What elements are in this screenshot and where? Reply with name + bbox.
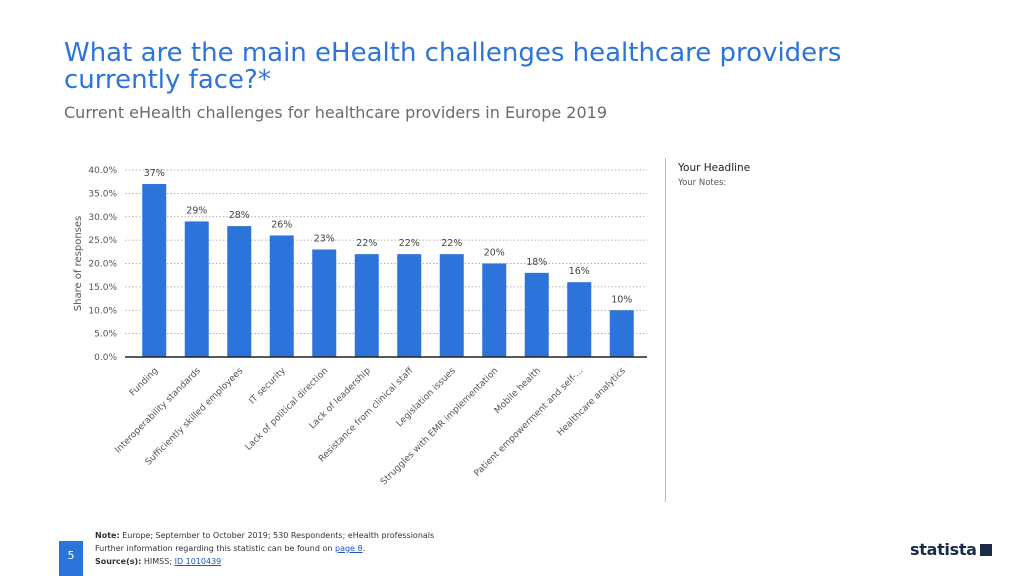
bar bbox=[184, 221, 209, 357]
bar bbox=[482, 263, 507, 357]
bar bbox=[524, 272, 549, 357]
source-text: HIMSS; bbox=[143, 557, 173, 566]
bar bbox=[439, 254, 464, 357]
y-tick-label: 40.0% bbox=[88, 166, 117, 176]
y-tick-label: 15.0% bbox=[88, 283, 117, 293]
chart-title: What are the main eHealth challenges hea… bbox=[64, 38, 842, 95]
y-tick-label: 10.0% bbox=[88, 306, 117, 316]
x-tick-label: Interoperability standards bbox=[113, 366, 203, 456]
source-id-link[interactable]: ID 1010439 bbox=[174, 557, 222, 566]
bar-value-label: 22% bbox=[441, 238, 462, 249]
y-tick-label: 30.0% bbox=[88, 213, 117, 223]
bar bbox=[354, 254, 379, 357]
note-text: Europe; September to October 2019; 530 R… bbox=[122, 531, 435, 540]
statista-logo-text: statista bbox=[910, 540, 977, 559]
further-info-text: Further information regarding this stati… bbox=[95, 544, 333, 553]
bar-value-label: 16% bbox=[569, 266, 590, 277]
chart-subtitle: Current eHealth challenges for healthcar… bbox=[64, 103, 608, 122]
bar bbox=[142, 184, 167, 357]
bar-value-label: 37% bbox=[144, 168, 165, 179]
bar-value-label: 18% bbox=[526, 257, 547, 268]
note-label: Note: bbox=[95, 531, 120, 540]
y-axis-title: Share of responses bbox=[73, 216, 84, 311]
bar-value-label: 22% bbox=[399, 238, 420, 249]
statista-logo: statista bbox=[910, 540, 992, 559]
bar-value-label: 29% bbox=[186, 205, 207, 216]
bar-value-label: 26% bbox=[271, 219, 292, 230]
y-tick-label: 0.0% bbox=[94, 353, 117, 363]
x-tick-label: Lack of political direction bbox=[244, 366, 331, 453]
bar bbox=[227, 226, 252, 357]
statista-logo-icon bbox=[979, 544, 992, 556]
sidebar-headline: Your Headline bbox=[678, 162, 751, 174]
y-tick-label: 35.0% bbox=[88, 189, 117, 199]
sidebar-notes: Your Notes: bbox=[678, 178, 727, 188]
bar bbox=[269, 235, 294, 357]
bar-value-label: 20% bbox=[484, 248, 505, 259]
bar-value-label: 28% bbox=[229, 210, 250, 221]
bar bbox=[397, 254, 422, 357]
y-tick-label: 5.0% bbox=[94, 330, 117, 340]
page-link[interactable]: page 8 bbox=[334, 544, 363, 553]
y-tick-label: 25.0% bbox=[88, 236, 117, 246]
x-tick-label: Funding bbox=[128, 366, 160, 398]
bar-value-label: 10% bbox=[611, 294, 632, 305]
bar bbox=[567, 282, 592, 357]
bar-value-label: 23% bbox=[314, 233, 335, 244]
bar bbox=[312, 249, 337, 357]
x-tick-label: IT security bbox=[248, 366, 289, 407]
footer-notes: Note: Europe; September to October 2019;… bbox=[95, 531, 435, 566]
bar bbox=[609, 310, 634, 357]
source-label: Source(s): bbox=[95, 557, 142, 566]
sidebar-divider bbox=[665, 158, 666, 502]
y-tick-label: 20.0% bbox=[88, 260, 117, 270]
page-number: 5 bbox=[59, 541, 83, 576]
bar-value-label: 22% bbox=[356, 238, 377, 249]
